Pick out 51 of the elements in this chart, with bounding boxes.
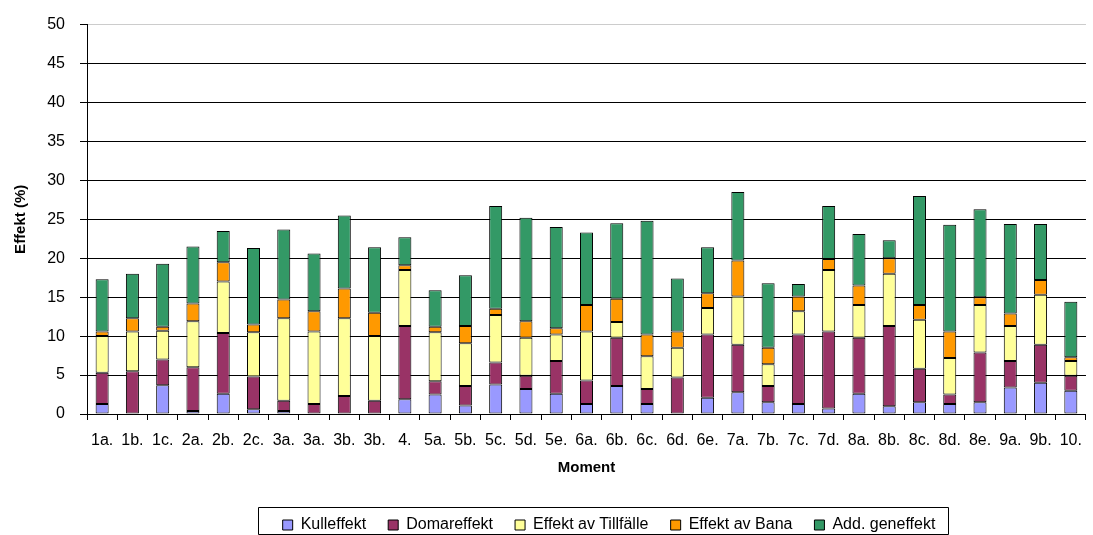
x-tick-label: 6b. — [605, 431, 628, 449]
x-tick-label: 6d. — [666, 431, 689, 449]
x-tick-label: 8b. — [878, 431, 901, 449]
x-tick-label: 5c. — [485, 431, 507, 449]
x-tick-label: 3a. — [272, 431, 295, 449]
y-tick-label: 10 — [47, 326, 66, 344]
y-tick-label: 30 — [47, 170, 66, 188]
x-tick-label: 1a. — [91, 431, 114, 449]
y-tick-label: 0 — [56, 404, 66, 422]
y-tick-label: 50 — [47, 15, 66, 33]
legend-label: Add. geneffekt — [832, 515, 936, 533]
x-tick-label: 2c. — [242, 431, 265, 449]
y-tick-label: 25 — [47, 209, 66, 227]
x-tick-label: 2b. — [212, 431, 235, 449]
x-tick-label: 8c. — [908, 431, 931, 449]
legend-label: Effekt av Bana — [688, 515, 793, 533]
x-tick-label: 5b. — [454, 431, 477, 449]
y-tick-label: 20 — [47, 248, 66, 266]
x-tick-label: 3b. — [333, 431, 356, 449]
y-tick-label: 5 — [56, 365, 66, 383]
x-tick-label: 8e. — [968, 431, 992, 449]
x-tick-label: 7c. — [787, 431, 810, 449]
x-tick-label: 1b. — [121, 431, 144, 449]
y-tick-label: 45 — [47, 53, 66, 71]
x-tick-label: 10. — [1059, 431, 1082, 449]
x-tick-label: 6a. — [575, 431, 598, 449]
x-tick-label: 7b. — [756, 431, 780, 449]
x-tick-label: 5a. — [424, 431, 447, 449]
legend-label: Domareffekt — [406, 515, 494, 533]
x-tick-label: 6e. — [696, 431, 719, 449]
y-tick-label: 40 — [47, 92, 66, 110]
x-axis-title: Moment — [557, 458, 616, 476]
x-tick-label: 7a. — [726, 431, 749, 449]
x-tick-label: 9a. — [999, 431, 1022, 449]
x-tick-label: 9b. — [1029, 431, 1052, 449]
x-tick-label: 6c. — [636, 431, 658, 449]
x-tick-label: 2a. — [181, 431, 205, 449]
legend-label: Effekt av Tillfälle — [533, 515, 649, 533]
x-tick-label: 8d. — [938, 431, 961, 449]
y-tick-label: 35 — [47, 131, 66, 149]
x-tick-label: 3b. — [363, 431, 386, 449]
x-tick-label: 4. — [398, 431, 412, 449]
x-tick-label: 7d. — [817, 431, 840, 449]
x-tick-label: 3a. — [302, 431, 326, 449]
legend-label: Kulleffekt — [300, 515, 367, 533]
x-tick-label: 5e. — [545, 431, 568, 449]
x-tick-label: 5d. — [514, 431, 538, 449]
y-axis-title: Effekt (%) — [11, 184, 29, 254]
y-tick-label: 15 — [47, 287, 66, 305]
x-tick-label: 8a. — [847, 431, 871, 449]
x-tick-label: 1c. — [152, 431, 174, 449]
